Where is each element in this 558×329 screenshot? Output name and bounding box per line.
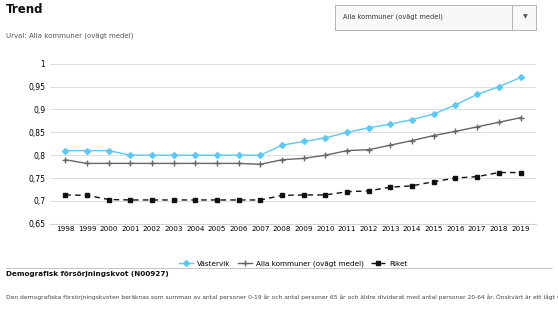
Text: Trend: Trend — [6, 3, 43, 16]
Text: Demografisk försörjningskvot (N00927): Demografisk försörjningskvot (N00927) — [6, 271, 169, 277]
Text: Urval: Alla kommuner (ovägt medel): Urval: Alla kommuner (ovägt medel) — [6, 33, 133, 39]
Text: ▼: ▼ — [523, 14, 528, 19]
Text: Alla kommuner (ovägt medel): Alla kommuner (ovägt medel) — [343, 13, 442, 20]
Text: Den demografiska försörjningskvoten beräknas som summan av antal personer 0-19 å: Den demografiska försörjningskvoten berä… — [6, 294, 558, 300]
Legend: Västervik, Alla kommuner (ovägt medel), Riket: Västervik, Alla kommuner (ovägt medel), … — [179, 260, 407, 267]
